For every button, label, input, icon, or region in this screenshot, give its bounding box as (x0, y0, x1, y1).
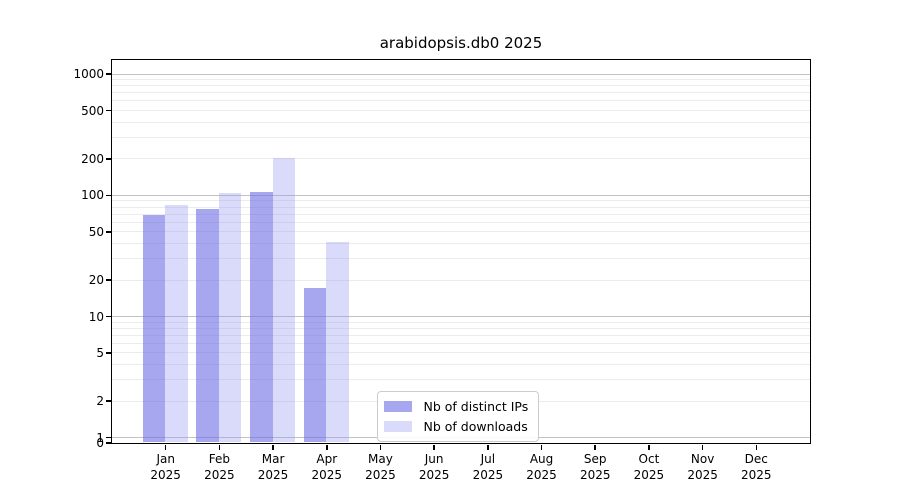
y-tick-label-1: 1 (96, 430, 104, 445)
y-tick-500 (106, 109, 112, 112)
y-tick-50 (106, 231, 112, 233)
bar-distinct-ips-mar (250, 191, 273, 443)
legend-swatch-downloads-icon (383, 420, 412, 432)
y-tick-label-200: 200 (81, 151, 104, 166)
x-tick-label-feb: Feb 2025 (204, 452, 235, 482)
gridline-minor-6 (111, 342, 810, 344)
gridline-minor-400 (111, 121, 810, 123)
y-tick-100 (106, 194, 112, 197)
gridline-minor-4 (111, 364, 810, 366)
legend-label-distinct-ips: Nb of distinct IPs (423, 398, 529, 414)
x-tick-jan (164, 444, 167, 450)
gridline-minor-800 (111, 85, 810, 87)
y-tick-1000 (106, 73, 112, 75)
y-tick-label-10: 10 (88, 309, 104, 324)
gridline-minor-50 (111, 231, 810, 233)
x-tick-dec (755, 444, 758, 450)
bar-distinct-ips-jan (142, 215, 166, 443)
x-tick-aug (540, 444, 543, 450)
x-tick-label-jul: Jul 2025 (472, 452, 504, 482)
y-tick-label-500: 500 (81, 103, 104, 118)
gridline-minor-9 (111, 321, 810, 323)
gridline-major-100 (111, 194, 810, 196)
y-tick-label-100: 100 (81, 188, 104, 203)
gridline-minor-500 (111, 110, 810, 112)
gridline-minor-20 (111, 279, 810, 281)
bar-downloads-mar (272, 158, 296, 443)
gridline-minor-40 (111, 243, 810, 245)
x-tick-nov (701, 444, 704, 450)
y-tick-label-50: 50 (88, 224, 104, 239)
gridline-minor-3 (111, 379, 810, 381)
gridline-minor-70 (111, 213, 810, 215)
x-tick-may (379, 444, 382, 450)
y-tick-10 (106, 315, 112, 318)
x-tick-jun (433, 444, 435, 450)
x-tick-label-dec: Dec 2025 (741, 452, 772, 482)
bar-downloads-feb (218, 192, 242, 443)
bar-distinct-ips-feb (196, 208, 219, 443)
x-tick-sep (594, 444, 596, 450)
legend: Nb of distinct IPs Nb of downloads (376, 390, 540, 442)
bar-distinct-ips-apr (303, 288, 327, 443)
gridline-minor-8 (111, 327, 810, 329)
gridline-major-10 (111, 316, 810, 317)
x-tick-oct (648, 444, 650, 450)
x-tick-label-apr: Apr 2025 (311, 452, 343, 482)
x-tick-label-may: May 2025 (365, 452, 396, 482)
y-tick-20 (106, 279, 112, 281)
y-tick-5 (106, 352, 112, 354)
x-tick-mar (272, 444, 274, 450)
x-tick-label-oct: Oct 2025 (633, 452, 665, 482)
x-tick-label-aug: Aug 2025 (526, 452, 557, 482)
x-tick-label-mar: Mar 2025 (257, 452, 289, 482)
y-tick-label-0: 0 (96, 436, 104, 450)
gridline-minor-5 (111, 352, 810, 354)
gridline-minor-90 (111, 200, 810, 202)
chart-title: arabidopsis.db0 2025 (379, 34, 543, 52)
legend-swatch-distinct-ips-icon (383, 400, 412, 412)
y-tick-label-20: 20 (88, 273, 104, 287)
gridline-minor-7 (111, 334, 810, 336)
y-tick-200 (106, 158, 112, 160)
x-tick-label-jun: Jun 2025 (418, 452, 450, 482)
gridline-minor-300 (111, 136, 810, 138)
gridline-minor-80 (111, 206, 810, 208)
y-tick-label-5: 5 (96, 345, 104, 360)
gridline-minor-600 (111, 100, 810, 102)
x-tick-apr (326, 444, 328, 450)
gridline-major-1000 (111, 73, 810, 75)
bar-downloads-apr (326, 241, 349, 443)
y-tick-label-2: 2 (96, 394, 104, 409)
gridline-minor-60 (111, 221, 810, 223)
gridline-minor-200 (111, 158, 810, 160)
x-tick-label-nov: Nov 2025 (687, 452, 718, 482)
gridline-minor-700 (111, 92, 810, 94)
y-tick-0 (106, 442, 112, 444)
bar-downloads-jan (165, 204, 188, 443)
y-tick-2 (106, 400, 112, 402)
y-tick-label-1000: 1000 (73, 67, 104, 82)
x-tick-label-jan: Jan 2025 (150, 452, 181, 482)
x-tick-jul (487, 444, 489, 450)
legend-label-downloads: Nb of downloads (423, 418, 528, 434)
x-tick-feb (218, 444, 221, 450)
y-tick-1 (106, 436, 112, 439)
legend-item-distinct-ips: Nb of distinct IPs (383, 397, 529, 416)
gridline-minor-900 (111, 79, 810, 81)
x-tick-label-sep: Sep 2025 (579, 452, 611, 482)
legend-item-downloads: Nb of downloads (383, 417, 529, 436)
plot-area: Nb of distinct IPs Nb of downloads (110, 58, 811, 444)
gridline-minor-30 (111, 258, 810, 260)
